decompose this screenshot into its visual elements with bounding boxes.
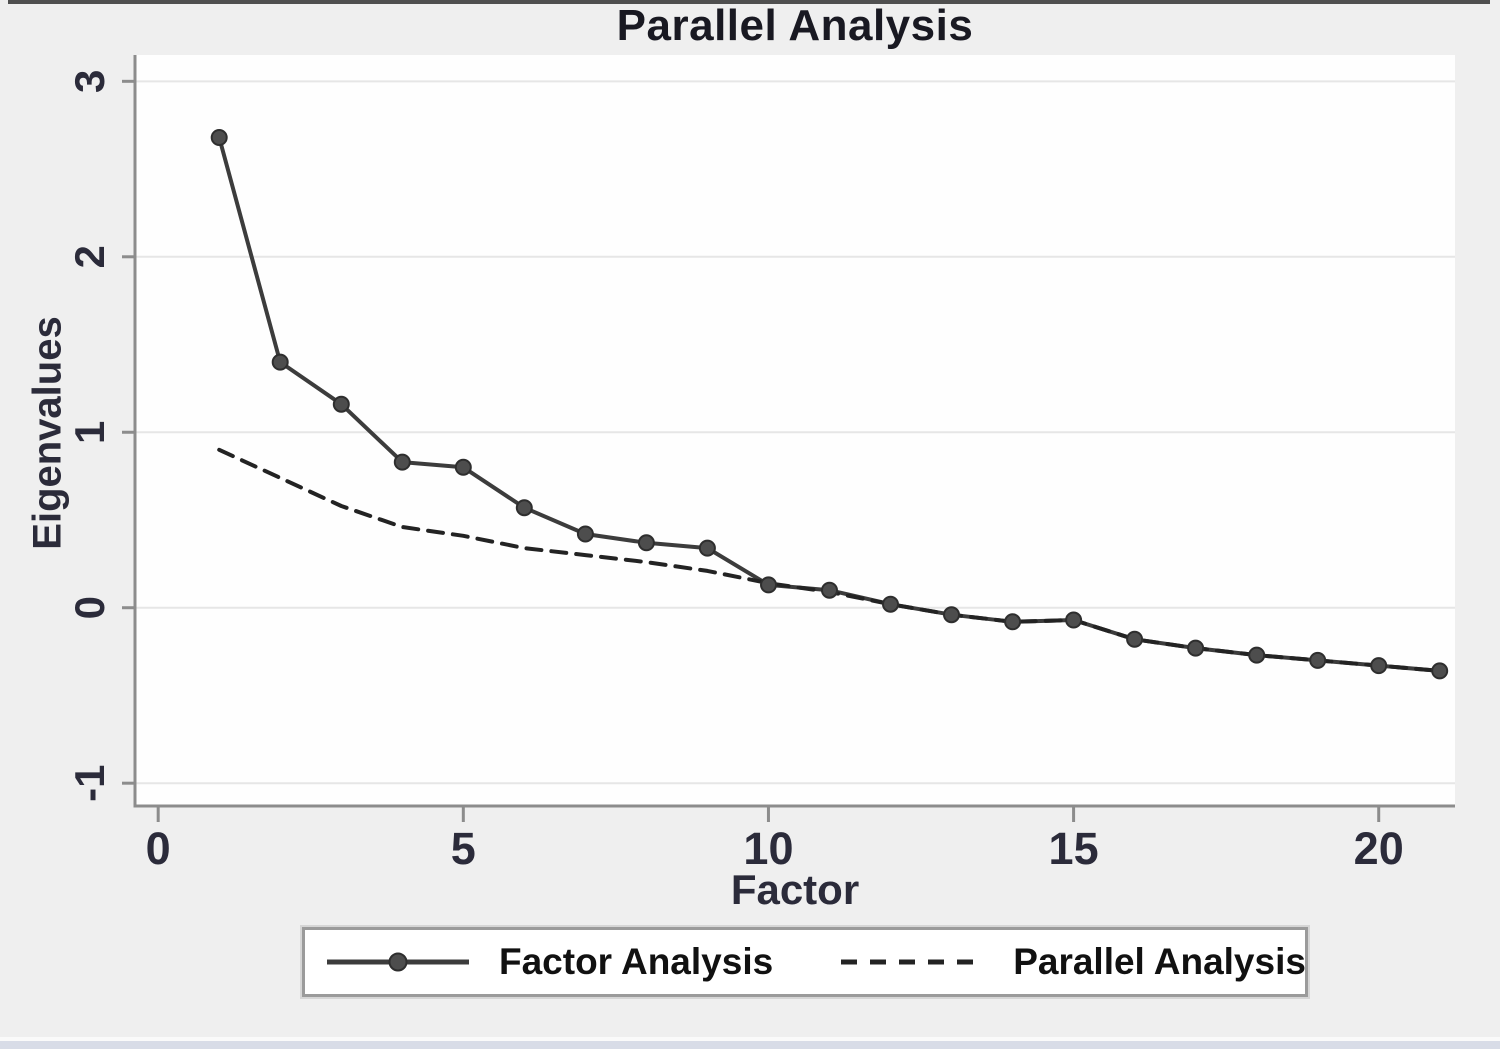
plot-background (135, 55, 1455, 806)
data-point-marker (637, 534, 655, 552)
chart-title: Parallel Analysis (616, 1, 974, 50)
data-point-marker (1187, 639, 1205, 657)
data-point-marker (1370, 657, 1388, 675)
data-point-marker (454, 458, 472, 476)
legend-label-factor-analysis: Factor Analysis (499, 941, 774, 982)
x-axis-label: Factor (730, 866, 860, 913)
x-tick-label: 0 (146, 823, 171, 874)
data-point-marker (760, 576, 777, 594)
top-border (8, 0, 1490, 4)
y-tick-label: -1 (66, 765, 113, 802)
data-point-marker (515, 499, 533, 517)
legend-sample-dashed-line (841, 959, 984, 965)
data-point-marker (943, 606, 960, 624)
x-tick-label: 10 (743, 823, 793, 874)
data-point-marker (332, 395, 350, 413)
legend-label-parallel-analysis: Parallel Analysis (1013, 941, 1306, 982)
data-point-marker (210, 129, 228, 146)
data-point-marker (698, 539, 716, 557)
data-point-marker (1126, 630, 1144, 648)
data-point-marker (882, 595, 899, 613)
data-point-marker (1309, 651, 1327, 669)
data-point-marker (1248, 646, 1266, 664)
data-point-marker (576, 525, 594, 543)
data-point-marker (1004, 613, 1022, 631)
y-tick-label: 2 (66, 245, 113, 268)
bottom-border (0, 1041, 1500, 1049)
legend: Factor Analysis Parallel Analysis (302, 927, 1308, 997)
y-tick-label: 1 (66, 421, 113, 444)
data-point-marker (393, 453, 411, 471)
data-point-marker (1431, 662, 1449, 680)
data-point-marker (1065, 611, 1083, 629)
y-axis-label: Eigenvalues (25, 316, 70, 550)
data-point-marker (821, 581, 838, 599)
y-tick-label: 0 (66, 596, 113, 619)
x-tick-label: 15 (1049, 823, 1099, 874)
legend-circle-marker (388, 952, 408, 972)
data-point-marker (271, 353, 289, 371)
y-tick-label: 3 (66, 70, 113, 93)
x-tick-label: 20 (1354, 823, 1404, 874)
x-tick-label: 5 (451, 823, 476, 874)
bottom-border-highlight (0, 1037, 1500, 1041)
legend-sample-solid-line (327, 952, 469, 972)
